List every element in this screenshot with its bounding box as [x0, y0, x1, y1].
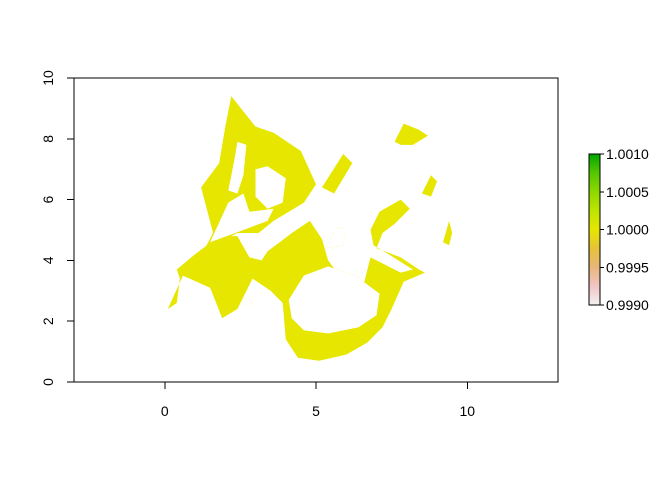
x-tick-label: 0	[161, 403, 169, 419]
raster-hole-center-small	[325, 227, 347, 249]
legend-tick-label: 1.0005	[606, 184, 649, 200]
raster-layer	[167, 96, 453, 361]
raster-region-upper-right-blob	[394, 123, 428, 145]
raster-hole-left-middle	[210, 193, 274, 243]
color-legend: 0.9990 0.9995 1.0000 1.0005 1.0010	[588, 146, 649, 313]
y-tick-label: 8	[40, 135, 56, 143]
y-axis: 0 2 4 6 8 10	[40, 70, 75, 386]
y-tick-label: 2	[40, 317, 56, 325]
x-tick-label: 5	[312, 403, 320, 419]
y-tick-label: 4	[40, 256, 56, 264]
legend-tick-label: 1.0010	[606, 146, 649, 162]
y-tick-label: 6	[40, 195, 56, 203]
raster-hole-bottom-small	[243, 296, 253, 306]
raster-region-small-right-blob	[421, 175, 437, 197]
legend-ticks: 0.9990 0.9995 1.0000 1.0005 1.0010	[600, 146, 649, 313]
x-tick-label: 10	[459, 403, 475, 419]
raster-hole-left-upper	[228, 141, 247, 194]
legend-tick-label: 1.0000	[606, 222, 649, 238]
legend-tick-label: 0.9995	[606, 259, 649, 275]
raster-region-main-network	[167, 141, 425, 361]
y-tick-label: 10	[40, 70, 56, 86]
legend-color-bar	[589, 154, 600, 305]
raster-region-center-stroke	[322, 154, 353, 194]
raster-region-far-right-blob	[443, 220, 453, 246]
raster-hole-large-center	[288, 266, 380, 334]
y-tick-label: 0	[40, 378, 56, 386]
raster-hole-upper-right	[255, 166, 286, 209]
x-axis: 0 5 10	[161, 381, 475, 419]
legend-tick-label: 0.9990	[606, 297, 649, 313]
